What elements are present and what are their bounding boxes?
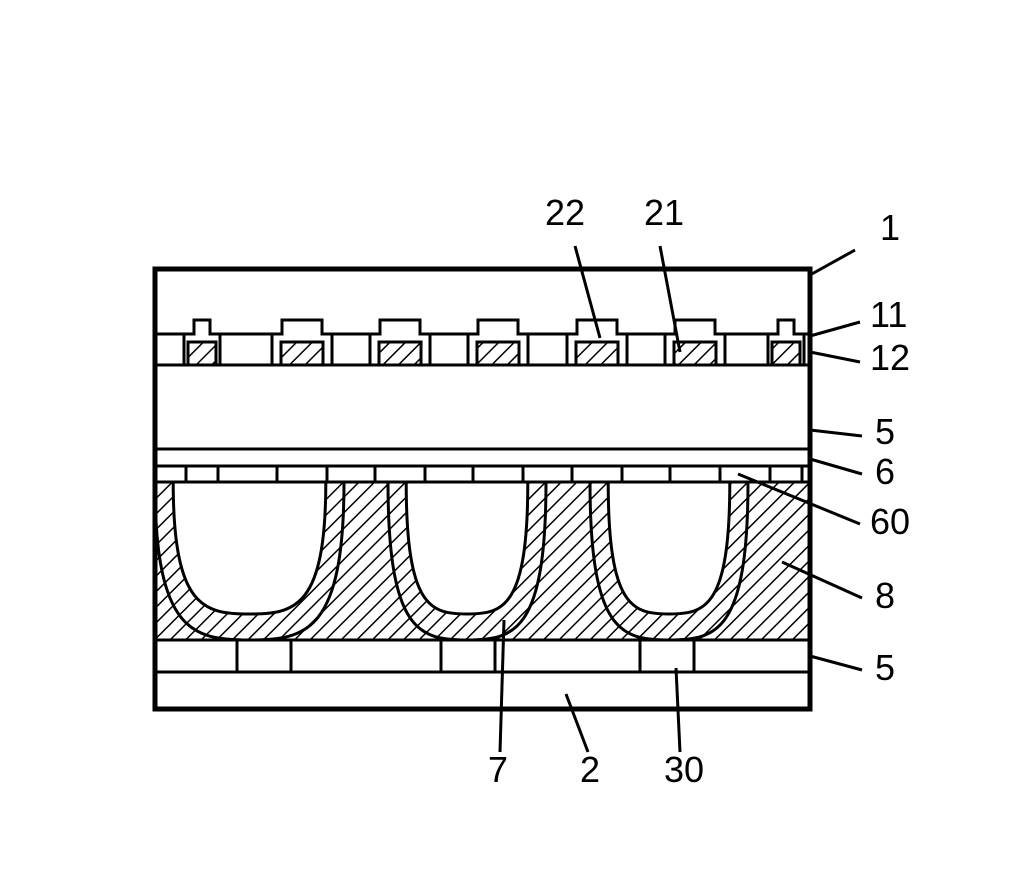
bar60-4 [572,466,622,482]
leader-1 [810,250,855,275]
leader-6 [810,459,862,474]
leader-5b [810,656,862,670]
hatched-block-0 [188,342,216,365]
label-60: 60 [870,501,910,542]
label-2: 2 [580,749,600,790]
hatched-block-3 [477,342,519,365]
hatched-block-6 [772,342,800,365]
bar60-1 [277,466,327,482]
hatched-block-5 [674,342,716,365]
cup-interior-2 [608,482,730,614]
bar60-5 [670,466,720,482]
label-22: 22 [545,192,585,233]
label-5a: 5 [875,411,895,452]
hatched-block-1 [281,342,323,365]
bar30-2 [640,640,694,672]
leader-2 [566,694,588,752]
cross-section-diagram: 1222111125660857230 [0,0,1035,869]
bar30-0 [237,640,291,672]
hatched-block-2 [379,342,421,365]
label-7: 7 [488,749,508,790]
label-21: 21 [644,192,684,233]
label-12: 12 [870,337,910,378]
label-5b: 5 [875,647,895,688]
leader-12 [810,352,860,362]
cup-interior-0 [173,482,326,614]
label-6: 6 [875,451,895,492]
cup-interior-1 [406,482,528,614]
label-8: 8 [875,575,895,616]
leader-30 [676,668,680,752]
leader-5a [810,430,862,436]
label-30: 30 [664,749,704,790]
label-11: 11 [870,294,907,335]
bar60-2 [375,466,425,482]
leader-11 [810,322,860,336]
hatched-block-4 [576,342,618,365]
bar60-3 [473,466,523,482]
bar60-6 [770,466,802,482]
bar30-1 [441,640,495,672]
bar60-0 [186,466,218,482]
label-1: 1 [880,207,900,248]
